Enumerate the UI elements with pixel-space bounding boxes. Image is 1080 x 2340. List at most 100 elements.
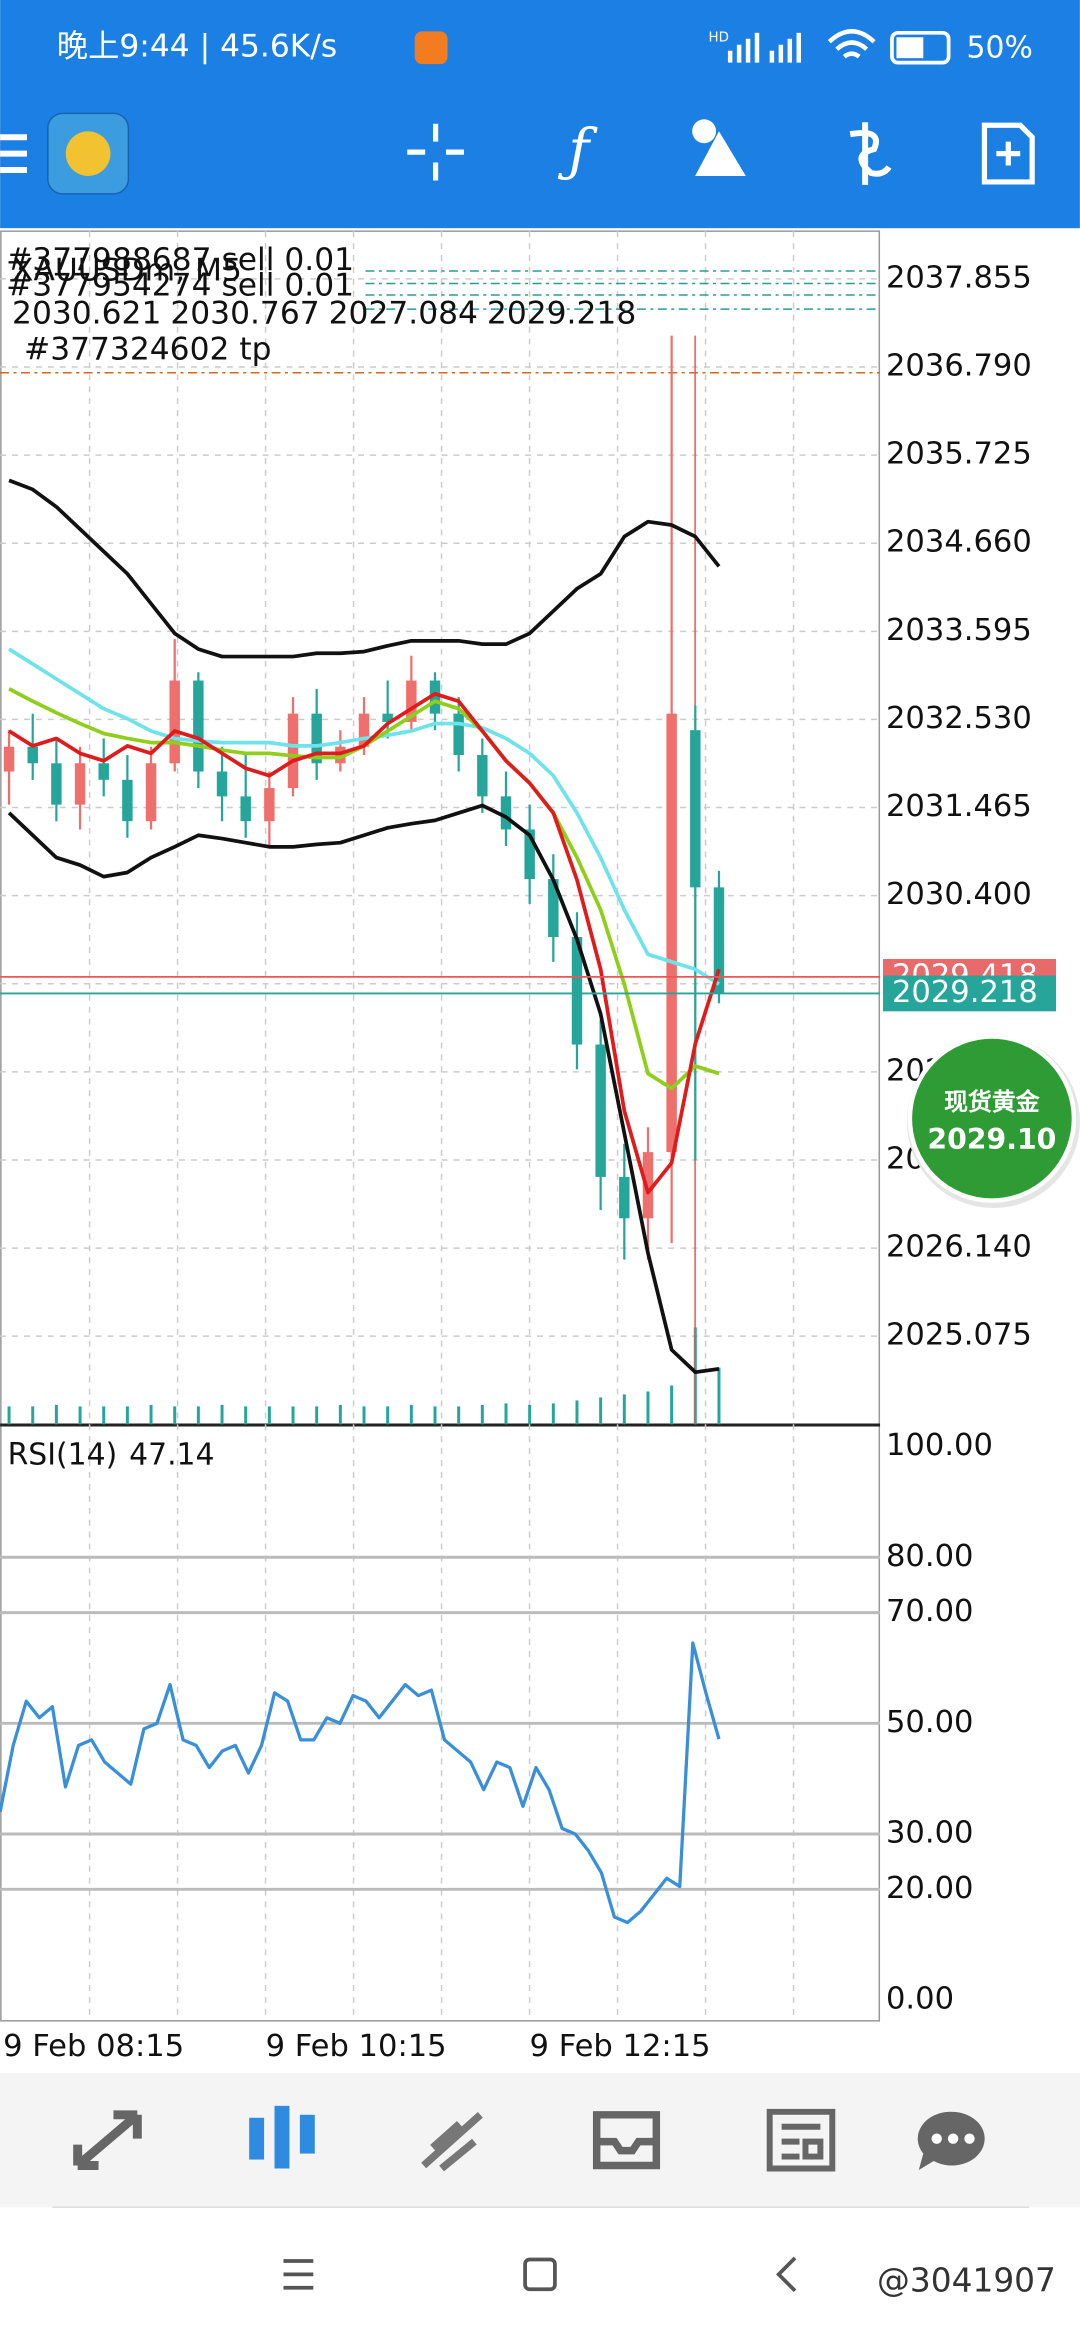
nav-chart[interactable] (249, 2105, 315, 2169)
candle-body (429, 680, 441, 714)
nav-quotes[interactable] (73, 2110, 142, 2170)
sys-menu[interactable] (283, 2259, 314, 2290)
status-left: 晚上9:44 | 45.6K/s (57, 29, 337, 65)
rsi-tick-label: 100.00 (886, 1428, 993, 1463)
candle-body (500, 796, 512, 830)
volume-bar (54, 1404, 58, 1425)
volume-bar (622, 1394, 626, 1425)
candle-body (27, 746, 38, 764)
candle-body (122, 779, 133, 822)
rsi-tick-label: 70.00 (886, 1594, 973, 1629)
candle-body (571, 937, 583, 1045)
price-tick-label: 2036.790 (886, 349, 1032, 384)
rsi-label: RSI(14) 47.14 (8, 1437, 215, 1472)
app-icon-mark (65, 131, 111, 176)
volume-bar (220, 1404, 224, 1425)
bid-tag-text: 2029.218 (892, 975, 1038, 1010)
candle-body (74, 763, 86, 805)
badge (907, 1034, 1077, 1203)
candle-body (216, 771, 228, 797)
badge-price: 2029.10 (927, 1123, 1056, 1156)
chart-layer: 2037.855 2036.790 2035.725 2034.660 2033.595… (0, 242, 1080, 2064)
rsi-tick-label: 20.00 (886, 1871, 973, 1906)
nav-trade[interactable] (421, 2112, 483, 2172)
volume-bar (244, 1406, 248, 1425)
objects-tool[interactable] (692, 119, 746, 176)
price-tick-label: 2035.725 (886, 437, 1032, 472)
rsi-tick-label: 50.00 (886, 1705, 973, 1740)
volume-bar (551, 1403, 555, 1425)
battery-level (896, 37, 924, 59)
battery-icon (890, 30, 951, 65)
badge-title: 现货黄金 (944, 1088, 1040, 1116)
rsi-tick-label: 0.00 (886, 1981, 954, 2016)
candle-body (169, 680, 180, 764)
volume-bar (386, 1406, 390, 1425)
chat-dots (931, 2133, 975, 2144)
volume-bar (528, 1404, 532, 1425)
signal-bar (787, 38, 793, 63)
volume-bar (409, 1404, 413, 1425)
volume-bar (504, 1403, 508, 1425)
nav-history[interactable] (592, 2111, 661, 2170)
volume-bar (31, 1406, 35, 1425)
nav-news[interactable] (766, 2108, 836, 2172)
dot (931, 2133, 942, 2144)
signal-bar (736, 44, 742, 63)
candle-body (193, 680, 204, 772)
sys-home[interactable] (523, 2257, 557, 2292)
nav-candle[interactable] (274, 2105, 290, 2169)
rsi-tick-label: 80.00 (886, 1539, 973, 1574)
signal-bar (754, 32, 760, 63)
ohlc-value: 2030.621 (12, 296, 161, 332)
chart-frame (0, 230, 881, 2022)
volume-bar (7, 1406, 11, 1425)
nav-candle[interactable] (299, 2114, 315, 2154)
volume-bar (599, 1397, 603, 1425)
wifi-icon (827, 29, 876, 59)
volume-bar (646, 1391, 650, 1425)
candle-body (358, 713, 370, 747)
new-order-tool[interactable] (981, 122, 1035, 185)
symbol-label: XAUUSDm, M5 (12, 252, 242, 288)
volume-bar (102, 1406, 106, 1425)
candle-body (713, 887, 725, 994)
order-label: #377954274 sell 0.01 (6, 267, 354, 303)
ohlc-value: 2029.218 (487, 296, 636, 332)
signal-bar (769, 50, 775, 63)
time-label: 9 Feb 12:15 (530, 2029, 711, 2064)
candle-body (453, 713, 464, 756)
volume-bar (457, 1406, 461, 1425)
candle-body (145, 763, 157, 822)
price-tick-label: 2034.660 (886, 525, 1032, 560)
volume-bar (480, 1404, 484, 1425)
candle-body (690, 730, 701, 888)
candle-body (240, 796, 251, 822)
volume-bar (78, 1406, 82, 1425)
candle-body (51, 763, 62, 805)
volume-bar (196, 1406, 200, 1425)
candle-body (666, 713, 677, 1153)
sys-back[interactable] (775, 2256, 797, 2293)
battery-text: 50% (967, 31, 1033, 66)
watermark: @3041907 (877, 2261, 1056, 2299)
volume-bar (315, 1406, 319, 1425)
candle-body (548, 879, 559, 938)
bid-tag (883, 975, 1057, 1012)
volume-bar (267, 1406, 271, 1425)
hd-icon: HD (709, 30, 729, 45)
nav-candle[interactable] (249, 2117, 265, 2160)
rsi-value: 47.14 (129, 1437, 214, 1472)
price-tick-label: 2033.595 (886, 613, 1032, 648)
trade-tool[interactable] (849, 122, 892, 185)
crosshair-tool[interactable] (407, 123, 464, 181)
menu-icon[interactable] (0, 134, 27, 174)
ohlc-value: 2030.767 (170, 296, 319, 332)
volume-bar (173, 1406, 177, 1425)
candle-body (264, 788, 275, 822)
indicator-line (7, 803, 720, 1375)
dot (947, 2133, 959, 2144)
crosshair-shape[interactable] (407, 123, 464, 181)
